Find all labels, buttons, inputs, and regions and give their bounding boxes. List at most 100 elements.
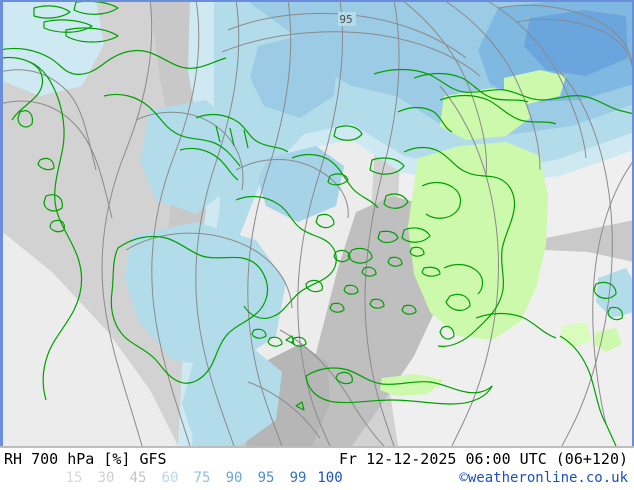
color-scale-legend: 15 30 45 60 75 90 95 99 100 <box>58 470 346 486</box>
coast-turkey-north <box>439 94 557 125</box>
coast-north-border <box>0 47 227 75</box>
island-skyros <box>327 173 349 186</box>
contour-label-bg <box>338 12 356 26</box>
contour-east-1 <box>364 0 400 446</box>
contour-ne-blue-2 <box>515 18 633 67</box>
scale-tick-45: 45 <box>129 470 147 486</box>
coast-greece-mainland <box>29 61 83 401</box>
island-ne-2 <box>607 306 623 321</box>
terrain-lime-layer <box>380 70 622 396</box>
coast-attica <box>235 195 337 319</box>
contour-nw-2 <box>0 100 113 219</box>
island-crete-bay <box>335 371 353 385</box>
contour-ne-3 <box>485 0 587 159</box>
island-ne-1 <box>593 281 617 299</box>
rh-shading-layer <box>0 0 634 446</box>
island-lefkada <box>37 157 55 171</box>
contour-ne-1 <box>401 0 487 177</box>
map-svg: 95 <box>0 0 634 446</box>
lime-island-east <box>594 328 622 352</box>
island-crete <box>305 367 493 405</box>
contour-label-95: 95 <box>339 13 352 26</box>
contour-top-95 <box>227 12 467 59</box>
rh-pool-top-left <box>0 0 104 96</box>
island-antikythira <box>285 335 295 345</box>
parameter-label: RH 700 hPa [%] GFS <box>4 450 167 468</box>
lime-anatolia <box>408 142 548 340</box>
scale-tick-15: 15 <box>65 470 83 486</box>
contour-lines-layer <box>0 0 634 446</box>
contour-south-2 <box>247 381 321 439</box>
coast-turkey-south <box>475 312 557 339</box>
contour-pool-2 <box>125 232 293 309</box>
lime-crete <box>380 374 444 396</box>
coast-marmara <box>413 72 529 103</box>
island-rhodes <box>445 293 471 311</box>
lime-thrace <box>504 70 566 104</box>
coast-chalkidiki <box>195 113 289 153</box>
island-kythira <box>251 328 267 339</box>
island-small-5 <box>369 298 385 309</box>
island-small-7 <box>267 336 283 347</box>
contour-aegean-2 <box>297 0 344 446</box>
scale-tick-60: 60 <box>161 470 179 486</box>
model-run-label: Fr 12-12-2025 06:00 UTC (06+120) <box>339 450 628 468</box>
contour-label-group: 95 <box>338 12 356 26</box>
island-chios <box>383 193 409 209</box>
contour-east-2 <box>439 85 499 446</box>
contour-south-1 <box>279 329 385 446</box>
lime-anatolia-north <box>440 88 530 140</box>
island-small-2 <box>387 256 403 267</box>
coast-north-islands-4 <box>65 27 119 43</box>
scale-tick-75: 75 <box>193 470 211 486</box>
footer-bar: RH 700 hPa [%] GFS Fr 12-12-2025 06:00 U… <box>0 446 634 490</box>
island-kefalonia <box>43 194 63 212</box>
island-santorini <box>343 284 359 295</box>
coast-peloponnese <box>110 235 269 384</box>
contour-far-east-1 <box>559 71 613 446</box>
coastline-layer <box>0 0 634 446</box>
island-lesvos <box>369 157 405 175</box>
contour-pool-3 <box>235 159 349 219</box>
rh-pool-aegean-mid <box>258 146 344 222</box>
rh-pool-aegean-north <box>250 34 338 118</box>
coast-dardanelles <box>397 106 453 133</box>
coast-thrace-border <box>373 68 634 115</box>
contour-nw-1 <box>0 69 97 171</box>
coast-greece-west <box>1 56 44 121</box>
contour-far-east-2 <box>592 159 634 425</box>
map-canvas[interactable]: 95 <box>0 0 634 446</box>
island-andros <box>315 213 335 229</box>
coast-se-border <box>559 335 617 446</box>
contour-ne-2 <box>443 0 541 171</box>
scale-tick-100: 100 <box>317 470 343 486</box>
scale-tick-30: 30 <box>97 470 115 486</box>
island-karpathos <box>439 325 455 340</box>
contour-top-90 <box>221 31 481 77</box>
coast-chalkidiki-fingers <box>215 125 249 149</box>
rh-pool-east-small <box>596 268 634 318</box>
island-ikaria <box>377 230 399 244</box>
coast-euboea <box>291 153 379 209</box>
contour-center-1 <box>101 0 153 446</box>
island-gavdos <box>295 401 305 411</box>
contour-pool-1 <box>135 111 244 191</box>
coast-thessaly <box>179 147 239 181</box>
island-small-6 <box>401 304 417 315</box>
island-lemnos <box>333 125 363 141</box>
coast-greece-central <box>103 93 241 167</box>
island-paros <box>333 249 351 263</box>
coast-north-islands-1 <box>33 5 71 19</box>
coast-turkey-west <box>403 146 516 347</box>
scale-tick-90: 90 <box>225 470 243 486</box>
coast-north-islands-3 <box>43 19 93 33</box>
island-zakynthos <box>49 219 65 233</box>
island-small-4 <box>329 302 345 313</box>
contour-aegean-1 <box>247 0 292 446</box>
island-naxos <box>347 247 373 264</box>
rh-band-graymid-aegean <box>300 196 448 446</box>
island-samos <box>401 227 431 243</box>
copyright-credit[interactable]: ©weatheronline.co.uk <box>459 470 628 486</box>
scale-tick-99: 99 <box>289 470 307 486</box>
